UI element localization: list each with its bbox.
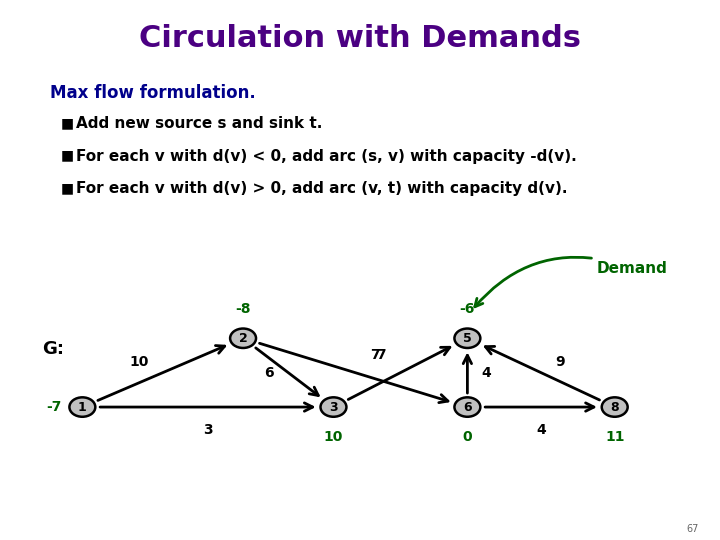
Text: 0: 0 — [462, 430, 472, 444]
Text: -8: -8 — [235, 301, 251, 315]
Text: ■: ■ — [61, 181, 74, 195]
Text: Max flow formulation.: Max flow formulation. — [50, 84, 256, 102]
Text: G:: G: — [42, 340, 64, 358]
Text: ■: ■ — [61, 148, 74, 163]
Text: For each v with d(v) < 0, add arc (s, v) with capacity -d(v).: For each v with d(v) < 0, add arc (s, v)… — [76, 148, 576, 164]
Text: Add new source s and sink t.: Add new source s and sink t. — [76, 116, 322, 131]
Text: 1: 1 — [78, 401, 86, 414]
Text: ■: ■ — [61, 116, 74, 130]
Circle shape — [69, 397, 95, 417]
Circle shape — [320, 397, 346, 417]
Text: 10: 10 — [324, 430, 343, 444]
Text: 6: 6 — [264, 366, 274, 380]
Text: 8: 8 — [611, 401, 619, 414]
Text: 3: 3 — [329, 401, 338, 414]
Text: -7: -7 — [46, 400, 61, 414]
Text: 6: 6 — [463, 401, 472, 414]
Text: 2: 2 — [239, 332, 248, 345]
Text: 9: 9 — [555, 355, 565, 369]
Text: 7: 7 — [369, 348, 379, 362]
Text: 5: 5 — [463, 332, 472, 345]
Circle shape — [454, 328, 480, 348]
Text: 67: 67 — [686, 523, 698, 534]
Text: Demand: Demand — [474, 257, 668, 307]
Circle shape — [602, 397, 628, 417]
Text: -6: -6 — [459, 301, 475, 315]
Text: For each v with d(v) > 0, add arc (v, t) with capacity d(v).: For each v with d(v) > 0, add arc (v, t)… — [76, 181, 567, 196]
Text: 7: 7 — [377, 348, 386, 362]
Text: 10: 10 — [129, 355, 148, 369]
Text: Circulation with Demands: Circulation with Demands — [139, 24, 581, 53]
Text: 11: 11 — [605, 430, 624, 444]
Circle shape — [230, 328, 256, 348]
Text: 3: 3 — [203, 423, 212, 437]
Text: 4: 4 — [482, 366, 492, 380]
Text: 4: 4 — [536, 423, 546, 437]
Circle shape — [454, 397, 480, 417]
